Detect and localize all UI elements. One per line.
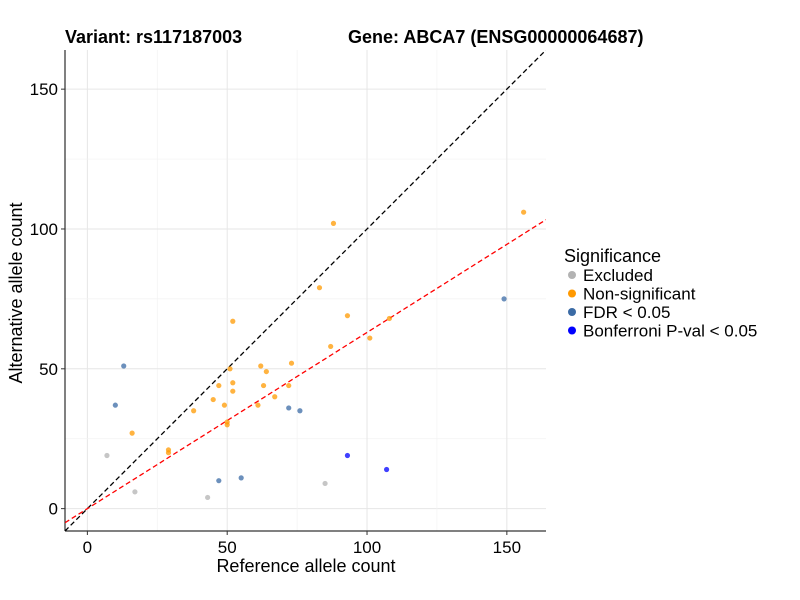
data-point-nonsig [316,285,323,291]
legend-label-excluded: Excluded [583,266,653,285]
data-point-nonsig [386,315,392,322]
data-point-fdr [112,402,118,408]
y-tick-label: 0 [49,500,58,519]
x-tick-label: 0 [83,538,92,557]
y-tick-label: 150 [30,80,58,99]
data-point-nonsig [367,335,373,341]
data-point-nonsig [224,422,230,428]
x-tick-label: 100 [353,538,381,557]
data-point-nonsig [129,430,135,436]
data-point-nonsig [216,382,222,389]
data-point-nonsig [286,382,292,389]
y-tick-label: 100 [30,220,58,239]
data-point-excluded [322,480,328,487]
data-point-fdr [121,363,127,369]
data-point-nonsig [263,368,269,375]
data-point-nonsig [344,313,351,319]
legend-title: Significance [564,246,661,266]
legend-key-fdr [568,308,576,316]
data-point-nonsig [330,220,337,226]
chart-title-gene: Gene: ABCA7 (ENSG00000064687) [348,27,643,47]
data-point-nonsig [227,366,233,372]
fitted-reference-line [65,219,546,524]
legend-key-nonsig [568,289,576,298]
data-point-fdr [216,478,222,484]
data-point-nonsig [288,360,295,366]
legend-key-bonf [568,326,576,335]
data-point-nonsig [328,343,334,350]
y-tick-label: 50 [39,360,58,379]
identity-reference-line [65,50,546,531]
data-point-nonsig [260,382,267,389]
x-axis-title: Reference allele count [216,556,395,576]
data-point-nonsig [191,408,197,414]
x-tick-label: 150 [493,538,521,557]
data-point-nonsig [230,380,236,386]
data-point-excluded [132,489,138,495]
data-point-nonsig [230,318,236,324]
data-point-nonsig [255,402,261,408]
legend: Significance ExcludedNon-significantFDR … [564,246,757,341]
plot-area: 0 50 100 150 0 50 100 150 [30,50,546,557]
data-point-bonf [383,466,390,473]
data-point-fdr [297,408,303,414]
chart-title-variant: Variant: rs117187003 [65,27,242,47]
data-point-nonsig [165,450,172,456]
data-point-nonsig [221,402,228,408]
legend-label-fdr: FDR < 0.05 [583,303,670,322]
y-axis-title: Alternative allele count [6,202,26,383]
data-point-nonsig [230,388,236,394]
data-point-fdr [238,475,244,481]
data-point-bonf [344,452,351,459]
legend-key-excluded [568,271,576,279]
data-point-nonsig [521,209,527,215]
x-tick-label: 50 [218,538,237,557]
data-point-nonsig [272,394,278,400]
data-point-excluded [205,494,211,501]
data-point-fdr [501,296,507,302]
data-point-fdr [286,405,292,411]
data-point-excluded [104,452,110,459]
data-point-nonsig [210,396,216,403]
legend-label-bonf: Bonferroni P-val < 0.05 [583,322,757,341]
legend-label-nonsig: Non-significant [583,285,696,304]
data-point-nonsig [258,363,264,369]
